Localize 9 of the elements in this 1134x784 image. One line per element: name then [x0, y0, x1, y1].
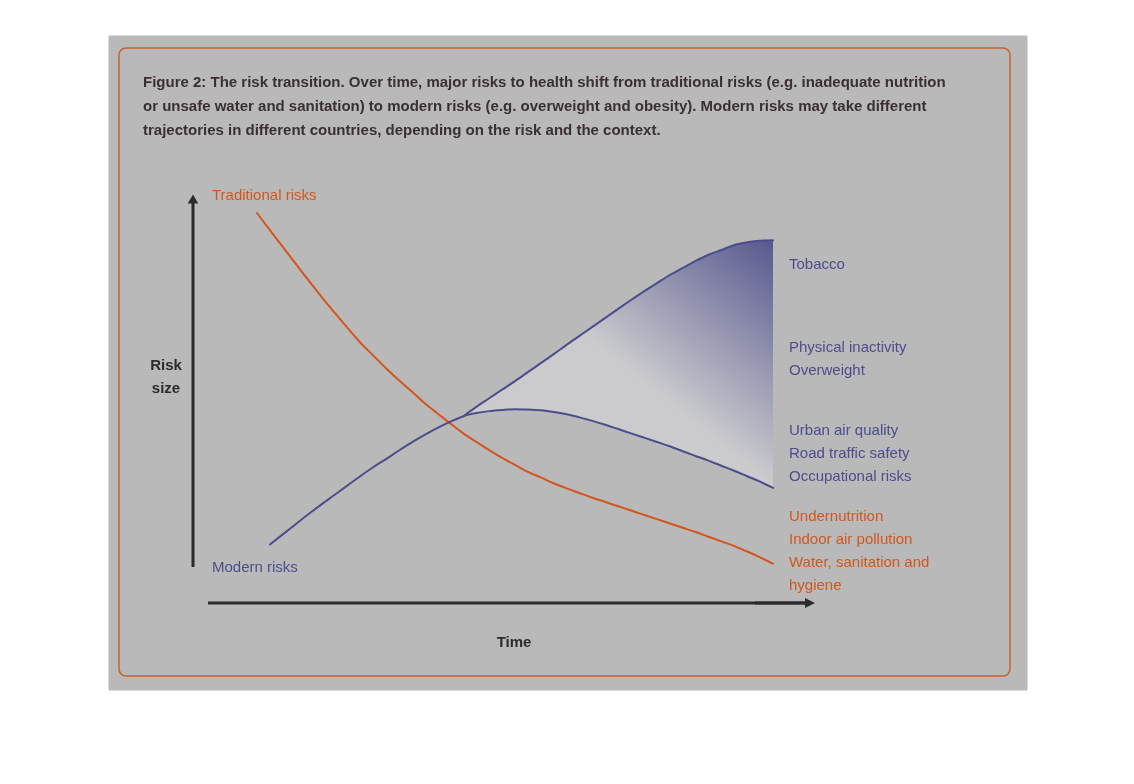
text: Urban air quality Road traffic safety Occupational risks	[789, 421, 912, 484]
y-axis-title: Risk size	[150, 356, 183, 396]
text: Tobacco	[789, 255, 845, 272]
series-label: Modern risks	[212, 557, 298, 575]
x-axis-title: Time	[496, 633, 532, 650]
text: Undernutrition Indoor air pollution Water, sanitation and hygiene	[789, 506, 930, 593]
series-label: Traditional risks	[212, 186, 317, 203]
text: Physical inactivity Overweight	[789, 337, 908, 378]
chart-title: Figure 2: The risk transition. Over time, major risks to health shift from traditional risks (e.g. inadequate nutrition or unsafe water and sanitation) to modern risks (e.g. overweight and obesity). Modern risks may take different trajectories in different countries, depending on the risk and the context.	[143, 73, 946, 138]
